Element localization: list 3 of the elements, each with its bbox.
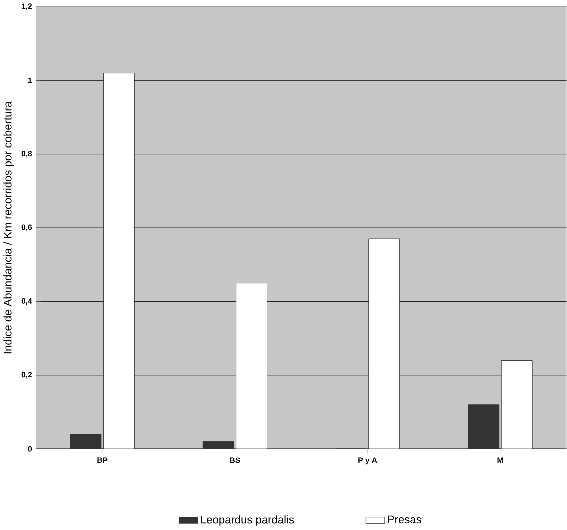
legend-label: Presas xyxy=(388,516,422,524)
legend-label: Leopardus pardalis xyxy=(201,516,294,526)
y-axis-title: Indice de Abundancia / Km recorridos por cobertura xyxy=(4,102,14,354)
